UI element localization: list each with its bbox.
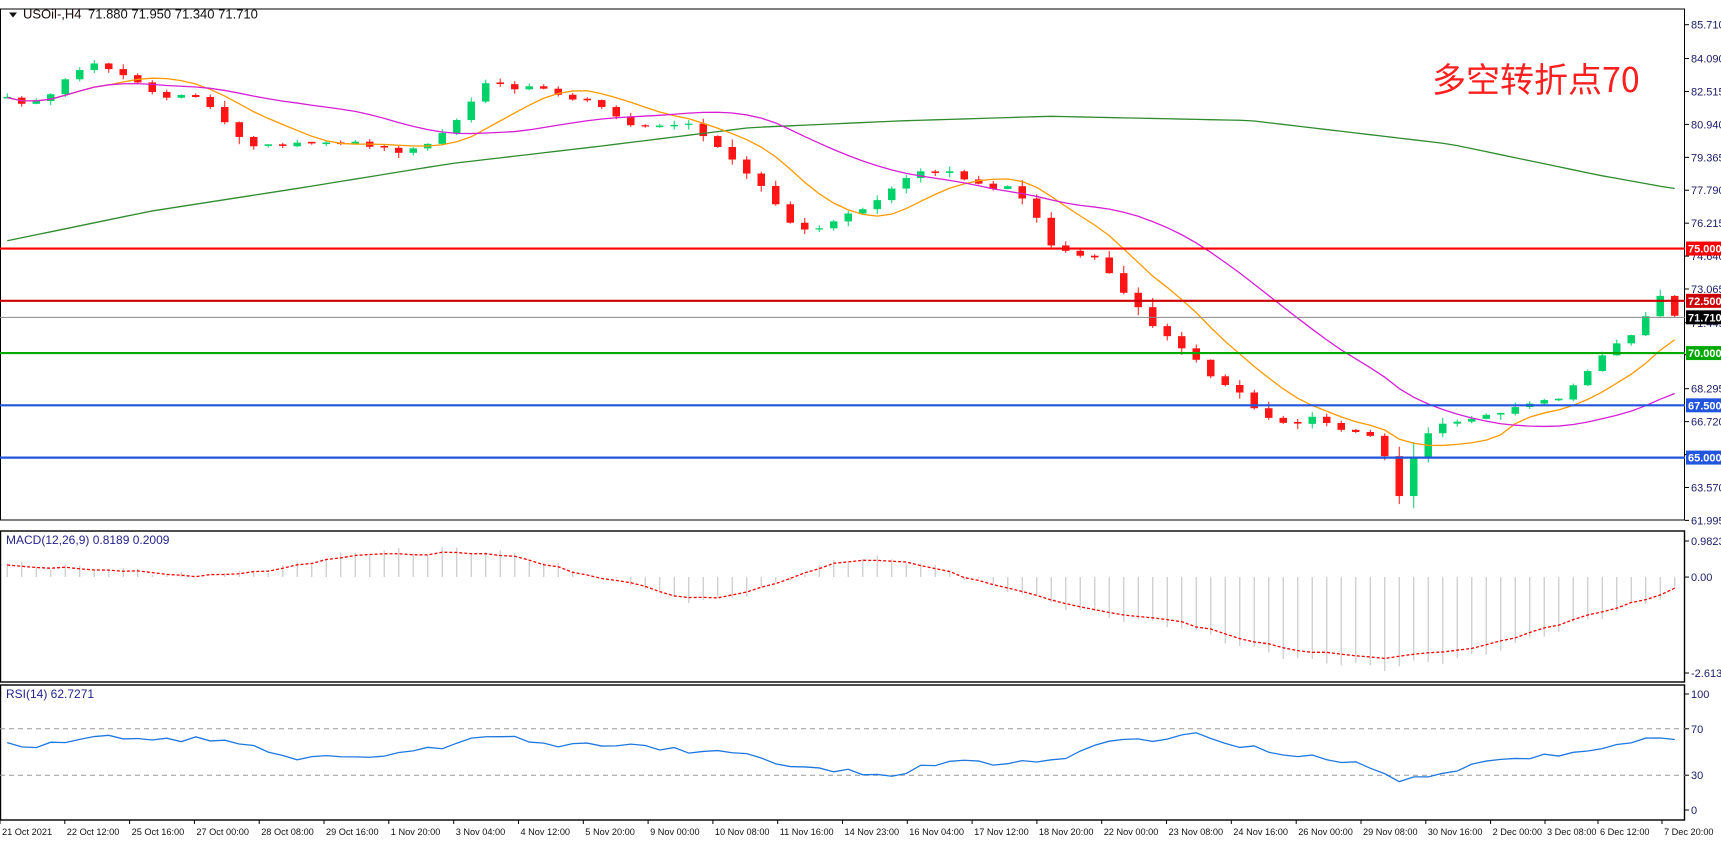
svg-text:RSI(14) 62.7271: RSI(14) 62.7271	[6, 687, 94, 701]
svg-text:USOil-,H4: USOil-,H4	[23, 7, 82, 22]
svg-text:1 Nov 20:00: 1 Nov 20:00	[391, 827, 441, 837]
svg-text:80.940: 80.940	[1691, 119, 1721, 131]
svg-text:71.710: 71.710	[1688, 312, 1721, 324]
svg-text:25 Oct 16:00: 25 Oct 16:00	[132, 827, 185, 837]
svg-text:多空转折点70: 多空转折点70	[1432, 53, 1640, 102]
svg-text:0: 0	[1691, 805, 1697, 817]
svg-text:76.215: 76.215	[1691, 218, 1721, 230]
svg-text:3 Dec 08:00: 3 Dec 08:00	[1547, 827, 1597, 837]
svg-text:77.790: 77.790	[1691, 185, 1721, 197]
svg-text:28 Oct 08:00: 28 Oct 08:00	[261, 827, 314, 837]
svg-text:7 Dec 20:00: 7 Dec 20:00	[1664, 827, 1714, 837]
svg-text:9 Nov 00:00: 9 Nov 00:00	[650, 827, 700, 837]
svg-text:21 Oct 2021: 21 Oct 2021	[2, 827, 52, 837]
svg-text:0.9823: 0.9823	[1691, 536, 1721, 548]
svg-text:2 Dec 00:00: 2 Dec 00:00	[1493, 827, 1543, 837]
svg-text:29 Oct 16:00: 29 Oct 16:00	[326, 827, 379, 837]
svg-text:5 Nov 20:00: 5 Nov 20:00	[585, 827, 635, 837]
svg-text:27 Oct 00:00: 27 Oct 00:00	[196, 827, 249, 837]
svg-text:14 Nov 23:00: 14 Nov 23:00	[845, 827, 900, 837]
svg-text:0.00: 0.00	[1691, 572, 1712, 584]
svg-text:24 Nov 16:00: 24 Nov 16:00	[1233, 827, 1288, 837]
svg-text:16 Nov 04:00: 16 Nov 04:00	[909, 827, 964, 837]
svg-text:66.720: 66.720	[1691, 417, 1721, 429]
svg-text:70: 70	[1691, 724, 1703, 736]
svg-text:30 Nov 16:00: 30 Nov 16:00	[1428, 827, 1483, 837]
svg-text:100: 100	[1691, 689, 1709, 701]
svg-text:29 Nov 08:00: 29 Nov 08:00	[1363, 827, 1418, 837]
svg-text:65.000: 65.000	[1688, 453, 1721, 465]
svg-text:63.570: 63.570	[1691, 482, 1721, 494]
svg-text:6 Dec 12:00: 6 Dec 12:00	[1600, 827, 1650, 837]
svg-text:61.995: 61.995	[1691, 515, 1721, 527]
svg-text:23 Nov 08:00: 23 Nov 08:00	[1169, 827, 1224, 837]
svg-text:11 Nov 16:00: 11 Nov 16:00	[780, 827, 834, 837]
svg-text:67.500: 67.500	[1688, 400, 1721, 412]
svg-text:75.000: 75.000	[1688, 244, 1721, 256]
svg-text:84.090: 84.090	[1691, 54, 1721, 66]
svg-text:-2.6134: -2.6134	[1691, 668, 1721, 680]
svg-text:22 Nov 00:00: 22 Nov 00:00	[1104, 827, 1159, 837]
svg-text:72.500: 72.500	[1688, 296, 1721, 308]
svg-text:82.515: 82.515	[1691, 86, 1721, 98]
svg-text:71.880 71.950 71.340 71.710: 71.880 71.950 71.340 71.710	[88, 7, 258, 22]
svg-text:3 Nov 04:00: 3 Nov 04:00	[456, 827, 506, 837]
svg-text:17 Nov 12:00: 17 Nov 12:00	[974, 827, 1029, 837]
svg-text:10 Nov 08:00: 10 Nov 08:00	[715, 827, 770, 837]
svg-text:30: 30	[1691, 770, 1703, 782]
svg-text:MACD(12,26,9) 0.8189 0.2009: MACD(12,26,9) 0.8189 0.2009	[6, 533, 170, 547]
svg-text:85.710: 85.710	[1691, 20, 1721, 32]
svg-text:26 Nov 00:00: 26 Nov 00:00	[1298, 827, 1353, 837]
svg-text:68.295: 68.295	[1691, 384, 1721, 396]
svg-text:79.365: 79.365	[1691, 152, 1721, 164]
svg-text:22 Oct 12:00: 22 Oct 12:00	[67, 827, 120, 837]
svg-text:18 Nov 20:00: 18 Nov 20:00	[1039, 827, 1094, 837]
svg-text:4 Nov 12:00: 4 Nov 12:00	[521, 827, 571, 837]
svg-text:70.000: 70.000	[1688, 348, 1721, 360]
